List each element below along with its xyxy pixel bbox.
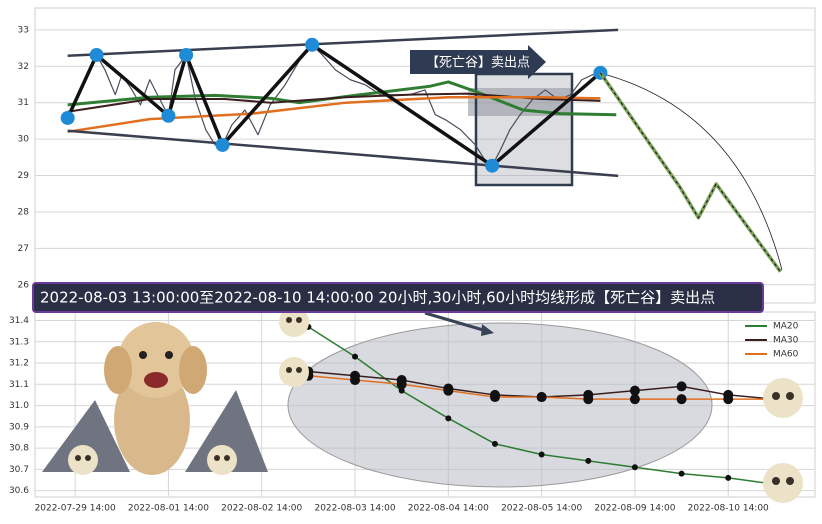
data-point bbox=[678, 470, 685, 477]
x-tick-label: 2022-08-03 14:00 bbox=[314, 504, 395, 514]
data-point bbox=[583, 394, 594, 405]
x-tick-label: 2022-08-05 14:00 bbox=[501, 504, 582, 514]
x-tick-label: 2022-07-29 14:00 bbox=[35, 504, 116, 514]
legend-label: MA30 bbox=[773, 336, 799, 346]
y-tick-label: 29 bbox=[18, 171, 30, 181]
data-point bbox=[629, 394, 640, 405]
y-tick-label: 30.8 bbox=[9, 444, 29, 454]
series-line bbox=[67, 129, 619, 178]
y-tick-label: 31.2 bbox=[9, 359, 29, 369]
rock bbox=[42, 400, 130, 472]
data-point bbox=[179, 47, 194, 62]
data-point bbox=[723, 394, 734, 405]
data-point bbox=[398, 387, 405, 394]
data-point bbox=[585, 457, 592, 464]
dog-head bbox=[118, 322, 194, 398]
data-point bbox=[631, 464, 638, 471]
data-point bbox=[629, 385, 640, 396]
y-tick-label: 28 bbox=[18, 207, 30, 217]
data-point bbox=[676, 381, 687, 392]
data-point bbox=[676, 394, 687, 405]
y-tick-label: 31.4 bbox=[9, 316, 29, 326]
dog-eye bbox=[139, 351, 147, 359]
data-point bbox=[445, 415, 452, 422]
highlight-ellipse bbox=[287, 322, 713, 488]
y-tick-label: 26 bbox=[18, 280, 30, 290]
data-point bbox=[485, 158, 500, 173]
data-point bbox=[89, 47, 104, 62]
rock bbox=[185, 390, 268, 472]
dog-eye bbox=[165, 351, 173, 359]
dog-mouth bbox=[144, 372, 168, 388]
banner bbox=[32, 282, 764, 313]
x-tick-label: 2022-08-01 14:00 bbox=[128, 504, 209, 514]
skulls bbox=[68, 307, 803, 503]
x-tick-label: 2022-08-04 14:00 bbox=[408, 504, 489, 514]
y-tick-label: 30 bbox=[18, 135, 30, 145]
y-tick-label: 30.6 bbox=[9, 486, 29, 496]
y-tick-label: 31.1 bbox=[9, 380, 29, 390]
y-tick-label: 31.0 bbox=[9, 401, 29, 411]
data-point bbox=[538, 451, 545, 458]
legend-label: MA60 bbox=[773, 350, 799, 360]
arc bbox=[599, 72, 783, 271]
data-point bbox=[489, 392, 500, 403]
series-line bbox=[66, 43, 602, 168]
data-point bbox=[443, 385, 454, 396]
dog-ear bbox=[104, 346, 132, 394]
data-point bbox=[60, 110, 75, 125]
data-point bbox=[491, 440, 498, 447]
data-point bbox=[215, 137, 230, 152]
data-point bbox=[725, 474, 732, 481]
y-tick-label: 32 bbox=[18, 62, 29, 72]
x-tick-label: 2022-08-10 14:00 bbox=[688, 504, 769, 514]
y-tick-label: 31 bbox=[18, 98, 29, 108]
data-point bbox=[350, 375, 361, 386]
art bbox=[42, 307, 803, 503]
x-tick-label: 2022-08-02 14:00 bbox=[221, 504, 302, 514]
label-arrow bbox=[410, 45, 546, 79]
signal-label: 【死亡谷】卖出点 bbox=[426, 56, 530, 71]
data-point bbox=[352, 353, 359, 360]
pointer-head bbox=[481, 324, 494, 336]
y-tick-label: 30.7 bbox=[9, 465, 29, 475]
series-line bbox=[67, 28, 619, 57]
y-tick-label: 30.9 bbox=[9, 422, 29, 432]
pointer bbox=[424, 311, 491, 334]
data-point bbox=[536, 392, 547, 403]
dog-ear bbox=[179, 346, 207, 394]
data-point bbox=[396, 379, 407, 390]
data-point bbox=[305, 37, 320, 52]
skull-eyes bbox=[75, 317, 794, 485]
series-line-dash bbox=[599, 72, 781, 272]
x-tick-label: 2022-08-09 14:00 bbox=[594, 504, 675, 514]
legend-label: MA20 bbox=[773, 322, 799, 332]
series-line bbox=[67, 95, 601, 134]
banner-text: 2022-08-03 13:00:00至2022-08-10 14:00:00 … bbox=[40, 289, 715, 307]
bottom-decoration bbox=[287, 311, 713, 488]
y-tick-label: 27 bbox=[18, 244, 29, 254]
y-tick-label: 33 bbox=[18, 25, 29, 35]
data-point bbox=[161, 108, 176, 123]
y-tick-label: 31.3 bbox=[9, 337, 29, 347]
